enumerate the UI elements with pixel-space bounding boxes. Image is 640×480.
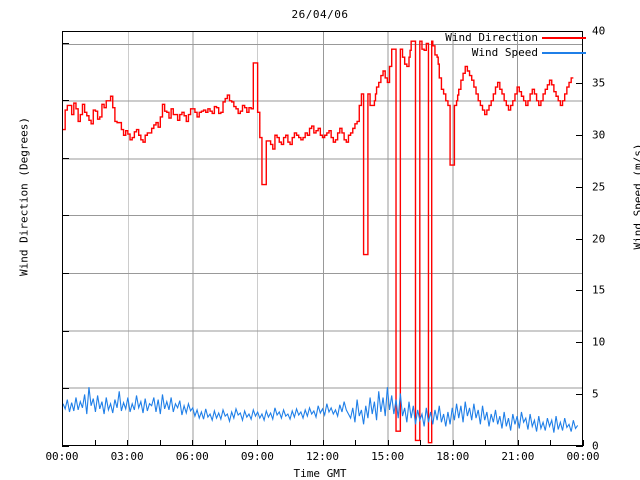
x-axis-tick-mark [290, 440, 291, 446]
chart-legend: Wind Direction Wind Speed [414, 31, 586, 61]
y-axis-right-tick-mark [576, 135, 583, 136]
x-axis-label: Time GMT [293, 467, 347, 480]
y-axis-right-tick-label: 15 [592, 283, 606, 297]
x-axis-tick-label: 12:00 [305, 450, 340, 463]
grid-layer [63, 32, 582, 445]
x-axis-tick-mark [62, 440, 63, 446]
y-axis-left-tick-mark [62, 388, 69, 389]
legend-label-wind-speed: Wind Speed [471, 46, 538, 59]
y-axis-left-tick-mark [62, 43, 69, 44]
x-axis-tick-label: 09:00 [240, 450, 274, 463]
x-axis-tick-mark [323, 440, 324, 446]
x-axis-tick-mark [355, 440, 356, 446]
y-axis-right-tick-mark [576, 187, 583, 188]
y-axis-right-tick-mark [576, 394, 583, 395]
y-axis-right-tick-mark [576, 342, 583, 343]
legend-swatch-wind-direction [542, 37, 586, 39]
x-axis-tick-mark [420, 440, 421, 446]
x-axis-tick-mark [518, 440, 519, 446]
y-axis-left-tick-mark [62, 158, 69, 159]
x-axis-tick-mark [550, 440, 551, 446]
y-axis-right-tick-label: 10 [592, 335, 606, 349]
chart-title: 26/04/06 [291, 8, 349, 21]
y-axis-left-tick-mark [62, 215, 69, 216]
y-axis-right-tick-label: 0 [592, 439, 599, 453]
y-axis-left-tick-mark [62, 446, 69, 447]
y-axis-left-tick-mark [62, 100, 69, 101]
y-axis-right-tick-label: 35 [592, 76, 606, 90]
x-axis-tick-mark [485, 440, 486, 446]
x-axis-tick-label: 00:00 [566, 450, 600, 463]
x-axis-tick-mark [257, 440, 258, 446]
x-axis-tick-label: 00:00 [45, 450, 79, 463]
x-axis-tick-label: 03:00 [110, 450, 144, 463]
y-axis-left-tick-mark [62, 331, 69, 332]
x-axis-tick-mark [95, 440, 96, 446]
y-axis-left-tick-mark [62, 273, 69, 274]
legend-swatch-wind-speed [542, 52, 586, 54]
x-axis-tick-mark [192, 440, 193, 446]
y-axis-right-tick-label: 30 [592, 128, 606, 142]
x-axis-tick-mark [127, 440, 128, 446]
y-axis-right-tick-label: 20 [592, 232, 606, 245]
y-axis-right-tick-label: 5 [592, 387, 599, 401]
y-axis-right-label: Wind Speed (m/s) [631, 143, 640, 250]
x-axis-tick-mark [583, 440, 584, 446]
y-axis-right-tick-mark [576, 290, 583, 291]
data-layer [63, 40, 579, 444]
x-axis-tick-label: 15:00 [371, 450, 405, 463]
y-axis-right-tick-mark [576, 31, 583, 32]
legend-item-wind-speed: Wind Speed [414, 46, 586, 59]
legend-label-wind-direction: Wind Direction [445, 31, 538, 44]
legend-item-wind-direction: Wind Direction [414, 31, 586, 44]
y-axis-left-label: Wind Direction (Degrees) [17, 117, 31, 276]
x-axis-tick-label: 06:00 [175, 450, 209, 463]
y-axis-right-tick-label: 40 [592, 24, 606, 38]
y-axis-right-tick-mark [576, 239, 583, 240]
plot-area [62, 31, 583, 446]
x-axis-tick-mark [453, 440, 454, 446]
x-axis-tick-mark [388, 440, 389, 446]
x-axis-tick-label: 18:00 [436, 450, 470, 463]
y-axis-right-tick-mark [576, 446, 583, 447]
y-axis-right-tick-label: 25 [592, 180, 606, 194]
x-axis-tick-label: 21:00 [501, 450, 535, 463]
y-axis-right-tick-mark [576, 83, 583, 84]
x-axis-tick-mark [160, 440, 161, 446]
x-axis-tick-mark [225, 440, 226, 446]
